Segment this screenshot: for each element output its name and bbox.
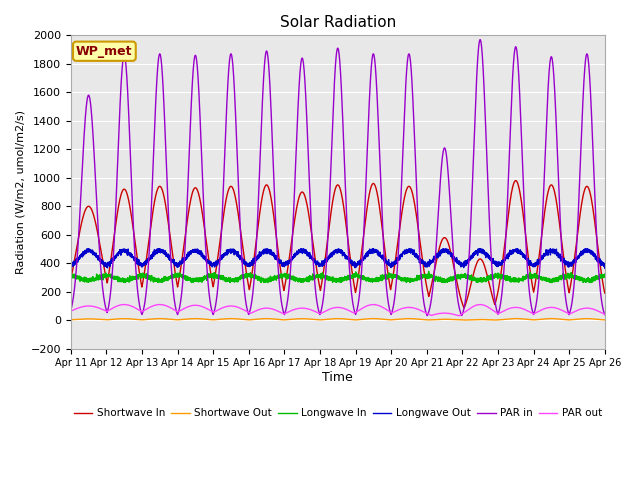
Longwave In bbox=[488, 277, 495, 283]
Shortwave Out bbox=[428, 317, 435, 323]
PAR in bbox=[601, 312, 609, 317]
PAR out bbox=[120, 302, 128, 308]
Shortwave In bbox=[458, 297, 465, 303]
PAR out bbox=[163, 303, 171, 309]
PAR in bbox=[67, 308, 75, 313]
PAR out bbox=[318, 310, 326, 316]
Shortwave Out bbox=[458, 317, 465, 323]
Line: PAR in: PAR in bbox=[71, 40, 605, 316]
Longwave Out bbox=[488, 255, 495, 261]
Shortwave Out bbox=[318, 317, 326, 323]
Shortwave Out bbox=[163, 316, 170, 322]
PAR in bbox=[476, 37, 484, 43]
Longwave In bbox=[163, 276, 171, 282]
PAR out bbox=[488, 307, 495, 312]
PAR in bbox=[318, 306, 326, 312]
PAR in bbox=[488, 263, 495, 268]
Line: Shortwave Out: Shortwave Out bbox=[71, 319, 605, 320]
Longwave Out bbox=[84, 246, 92, 252]
Line: Longwave In: Longwave In bbox=[71, 271, 605, 283]
Longwave In bbox=[428, 273, 436, 279]
Shortwave In bbox=[428, 282, 435, 288]
Y-axis label: Radiation (W/m2, umol/m2/s): Radiation (W/m2, umol/m2/s) bbox=[15, 110, 25, 274]
Shortwave Out bbox=[512, 316, 520, 322]
Shortwave In bbox=[600, 288, 608, 293]
Longwave In bbox=[425, 268, 433, 274]
Longwave Out bbox=[458, 262, 465, 268]
Shortwave Out bbox=[460, 317, 468, 323]
Shortwave In bbox=[512, 178, 520, 183]
PAR out bbox=[458, 312, 465, 317]
Longwave In bbox=[67, 271, 75, 277]
PAR in bbox=[423, 313, 431, 319]
Longwave Out bbox=[318, 258, 326, 264]
Shortwave In bbox=[318, 281, 326, 287]
Longwave In bbox=[601, 272, 609, 278]
PAR in bbox=[600, 311, 608, 316]
Shortwave In bbox=[163, 209, 170, 215]
PAR in bbox=[428, 294, 436, 300]
Longwave In bbox=[458, 274, 465, 279]
Longwave In bbox=[120, 280, 128, 286]
Shortwave In bbox=[460, 305, 468, 311]
Text: WP_met: WP_met bbox=[76, 45, 132, 58]
Legend: Shortwave In, Shortwave Out, Longwave In, Longwave Out, PAR in, PAR out: Shortwave In, Shortwave Out, Longwave In… bbox=[70, 404, 606, 422]
PAR out bbox=[428, 312, 436, 318]
PAR out bbox=[455, 313, 463, 319]
Longwave Out bbox=[601, 265, 609, 271]
Longwave Out bbox=[428, 258, 436, 264]
Shortwave Out bbox=[488, 317, 495, 323]
Line: PAR out: PAR out bbox=[71, 305, 605, 316]
Shortwave In bbox=[67, 276, 75, 282]
PAR out bbox=[601, 312, 609, 317]
Shortwave Out bbox=[601, 317, 609, 323]
Longwave In bbox=[600, 272, 608, 277]
PAR in bbox=[458, 312, 465, 317]
PAR in bbox=[163, 169, 170, 175]
Longwave Out bbox=[67, 264, 75, 270]
Shortwave Out bbox=[600, 317, 608, 323]
X-axis label: Time: Time bbox=[323, 371, 353, 384]
Shortwave In bbox=[601, 290, 609, 296]
PAR out bbox=[67, 308, 75, 314]
Title: Solar Radiation: Solar Radiation bbox=[280, 15, 396, 30]
Longwave In bbox=[318, 272, 326, 278]
PAR out bbox=[600, 311, 608, 317]
Shortwave In bbox=[488, 291, 495, 297]
Line: Shortwave In: Shortwave In bbox=[71, 180, 605, 308]
Longwave Out bbox=[600, 263, 608, 269]
Line: Longwave Out: Longwave Out bbox=[71, 249, 605, 268]
Shortwave Out bbox=[67, 317, 75, 323]
Longwave Out bbox=[163, 253, 171, 259]
